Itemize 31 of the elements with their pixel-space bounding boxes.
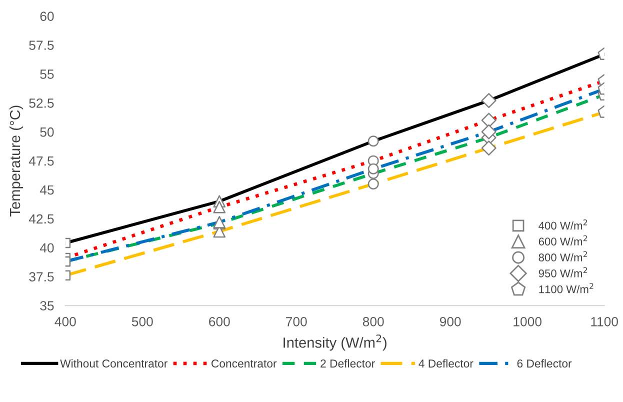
legend-label: 4 Deflector (418, 359, 474, 368)
y-tick-label: 52.5 (29, 98, 54, 108)
y-axis-title: Temperature (°C) (9, 106, 24, 216)
x-tick-label: 600 (209, 316, 230, 326)
x-tick-label: 800 (362, 316, 384, 326)
y-tick-label: 42.5 (28, 214, 54, 224)
legend-label: 2 Deflector (320, 359, 375, 368)
x-tick-label: 500 (132, 316, 153, 326)
legend-label: 950 W/m$^{2}$ (538, 267, 588, 278)
y-tick-label: 47.5 (28, 156, 54, 166)
legend-label: 1100 W/m$^{2}$ (539, 283, 594, 294)
legend-label: 400 W/m$^{2}$ (538, 219, 588, 230)
x-tick-label: 1000 (514, 316, 542, 326)
y-tick-label: 35 (40, 301, 54, 310)
x-tick-label: 700 (286, 316, 307, 326)
legend-label: Without Concentrator (60, 359, 168, 368)
y-tick-label: 50 (40, 127, 54, 137)
legend-label: Concentrator (212, 359, 277, 368)
x-axis-title: Intensity (W/m$^{2}$) (284, 334, 386, 351)
legend-label: 800 W/m$^{2}$ (538, 251, 588, 262)
x-tick-label: 1100 (591, 316, 618, 326)
legend-label: 6 Deflector (517, 359, 572, 368)
legend-label: 600 W/m$^{2}$ (538, 235, 588, 246)
x-tick-label: 900 (440, 316, 461, 326)
y-tick-label: 60 (40, 12, 54, 21)
x-tick-label: 400 (54, 316, 76, 326)
y-tick-label: 45 (40, 185, 54, 195)
y-tick-label: 55 (40, 70, 54, 79)
y-tick-label: 40 (40, 243, 54, 253)
y-tick-label: 37.5 (29, 272, 54, 282)
y-tick-label: 57.5 (29, 40, 54, 50)
